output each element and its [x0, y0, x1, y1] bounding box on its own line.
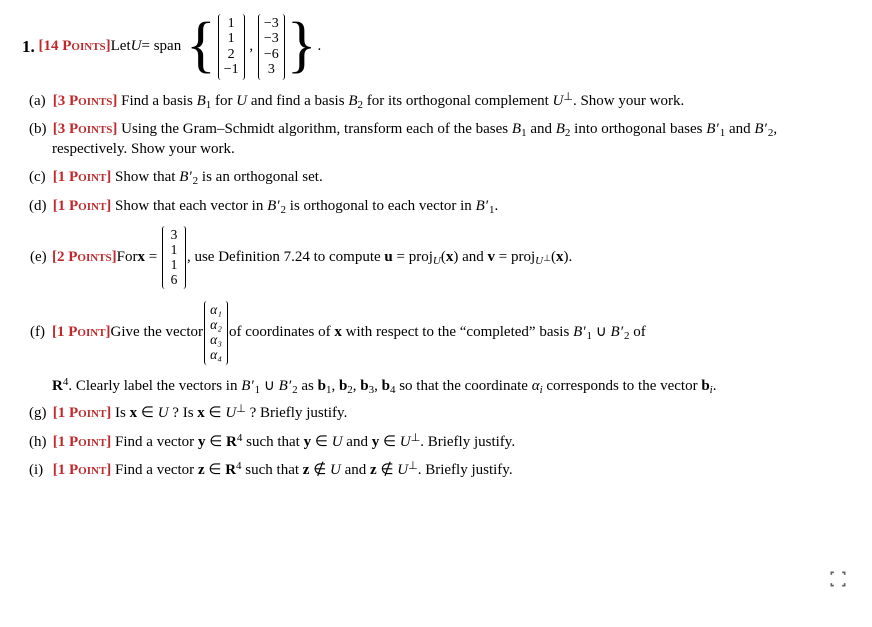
part-b: (b) [3 Points] Using the Gram–Schmidt al…: [24, 120, 850, 159]
part-c-text: Show that B′2 is an orthogonal set.: [111, 169, 322, 185]
part-h-text: Find a vector y ∈ R4 such that y ∈ U and…: [111, 434, 515, 450]
part-d: (d) [1 Point] Show that each vector in B…: [24, 197, 850, 217]
part-c-points: [1 Point]: [53, 169, 112, 185]
part-f-label: (f): [30, 323, 52, 343]
vector-alpha: α₁ α₂ α₃ α₄: [204, 301, 228, 364]
part-g-label: (g): [29, 404, 49, 424]
intro-text-after: = span: [141, 37, 181, 57]
part-h: (h) [1 Point] Find a vector y ∈ R4 such …: [24, 433, 850, 453]
question-number: 1.: [22, 36, 35, 58]
part-i-points: [1 Point]: [53, 462, 112, 478]
part-f-after: of coordinates of x with respect to the …: [229, 323, 646, 343]
part-e-after: , use Definition 7.24 to compute u = pro…: [187, 248, 572, 268]
part-g-points: [1 Point]: [53, 405, 112, 421]
part-i-label: (i): [29, 461, 49, 481]
period: .: [318, 37, 322, 57]
part-a-text: Find a basis B1 for U and find a basis B…: [117, 93, 684, 109]
part-d-text: Show that each vector in B′2 is orthogon…: [111, 198, 498, 214]
fullscreen-icon[interactable]: [828, 569, 848, 589]
right-brace: }: [287, 16, 317, 74]
points-main: [14 Points]: [39, 37, 111, 57]
part-f-points: [1 Point]: [52, 323, 111, 343]
part-e-points: [2 Points]: [52, 248, 117, 268]
part-e-before: For: [117, 248, 138, 268]
part-f-continuation: R4. Clearly label the vectors in B′1 ∪ B…: [22, 377, 850, 397]
problem-header: 1. [14 Points] Let U = span { 1 1 2 −1 ,…: [22, 14, 850, 80]
part-h-points: [1 Point]: [53, 434, 112, 450]
part-i: (i) [1 Point] Find a vector z ∈ R4 such …: [24, 461, 850, 481]
part-b-points: [3 Points]: [53, 121, 118, 137]
part-f-before: Give the vector: [111, 323, 203, 343]
vector-1: 1 1 2 −1: [218, 14, 245, 80]
part-b-text: Using the Gram–Schmidt algorithm, transf…: [52, 121, 777, 157]
comma: ,: [246, 37, 257, 57]
part-d-label: (d): [29, 197, 49, 217]
part-a-label: (a): [29, 92, 49, 112]
vector-x: 3 1 1 6: [162, 226, 186, 289]
part-a-points: [3 Points]: [53, 93, 118, 109]
part-f: (f) [1 Point] Give the vector α₁ α₂ α₃ α…: [24, 301, 850, 364]
part-e: (e) [2 Points] For x = 3 1 1 6 , use Def…: [24, 226, 850, 289]
part-a: (a) [3 Points] Find a basis B1 for U and…: [24, 92, 850, 112]
part-b-label: (b): [29, 120, 49, 140]
part-c-label: (c): [29, 168, 49, 188]
x-var: x: [137, 248, 145, 268]
part-e-label: (e): [30, 248, 52, 268]
equals: =: [145, 248, 161, 268]
left-brace: {: [186, 16, 216, 74]
part-h-label: (h): [29, 433, 49, 453]
variable-U: U: [131, 37, 142, 57]
vector-2: −3 −3 −6 3: [258, 14, 285, 80]
part-i-text: Find a vector z ∈ R4 such that z ∉ U and…: [111, 462, 512, 478]
part-g-text: Is x ∈ U ? Is x ∈ U⊥ ? Briefly justify.: [111, 405, 347, 421]
part-g: (g) [1 Point] Is x ∈ U ? Is x ∈ U⊥ ? Bri…: [24, 404, 850, 424]
part-c: (c) [1 Point] Show that B′2 is an orthog…: [24, 168, 850, 188]
part-d-points: [1 Point]: [53, 198, 112, 214]
intro-text-before: Let: [111, 37, 131, 57]
